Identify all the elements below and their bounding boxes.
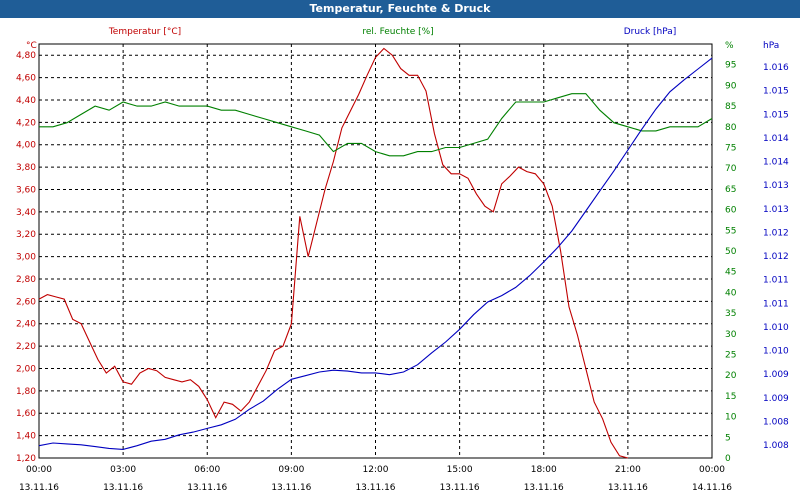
- chart-canvas: Temperatur [°C] rel. Feuchte [%] Druck […: [16, 27, 789, 493]
- x-tick-date: 13.11.16: [440, 483, 480, 493]
- press-tick-label: 1.011: [763, 299, 789, 309]
- hum-tick-label: 95: [725, 61, 736, 71]
- x-tick-date: 13.11.16: [355, 483, 395, 493]
- temp-tick-label: 4,20: [16, 118, 36, 128]
- press-tick-label: 1.012: [763, 252, 789, 262]
- x-tick-date: 13.11.16: [187, 483, 227, 493]
- hum-tick-label: 5: [725, 433, 731, 443]
- press-tick-label: 1.013: [763, 205, 789, 215]
- press-tick-label: 1.014: [763, 134, 789, 144]
- temp-tick-label: 2,20: [16, 342, 36, 352]
- x-tick-time: 00:00: [26, 465, 52, 475]
- hum-tick-label: 30: [725, 330, 737, 340]
- hum-tick-label: 45: [725, 268, 736, 278]
- x-tick-time: 03:00: [110, 465, 136, 475]
- press-tick-label: 1.010: [763, 347, 789, 357]
- temp-tick-label: 1,20: [16, 454, 36, 464]
- x-tick-date: 13.11.16: [608, 483, 648, 493]
- temp-unit-label: °C: [26, 41, 37, 51]
- x-tick-time: 06:00: [194, 465, 220, 475]
- press-tick-label: 1.015: [763, 110, 789, 120]
- x-tick-time: 18:00: [531, 465, 557, 475]
- hum-tick-label: 90: [725, 81, 737, 91]
- temp-tick-label: 3,40: [16, 208, 36, 218]
- press-tick-label: 1.010: [763, 323, 789, 333]
- hum-tick-label: 10: [725, 413, 737, 423]
- x-tick-date: 13.11.16: [19, 483, 59, 493]
- hum-axis-label: rel. Feuchte [%]: [362, 27, 433, 37]
- temp-tick-label: 1,60: [16, 409, 36, 419]
- hum-tick-label: 15: [725, 392, 736, 402]
- temp-tick-label: 3,00: [16, 253, 36, 263]
- temp-axis-label: Temperatur [°C]: [108, 27, 181, 37]
- x-tick-time: 09:00: [278, 465, 304, 475]
- hum-tick-label: 50: [725, 247, 737, 257]
- x-tick-date: 13.11.16: [271, 483, 311, 493]
- temp-tick-label: 2,80: [16, 275, 36, 285]
- hum-tick-label: 75: [725, 144, 736, 154]
- press-tick-label: 1.013: [763, 181, 789, 191]
- x-tick-date: 13.11.16: [103, 483, 143, 493]
- temp-tick-label: 4,00: [16, 141, 36, 151]
- hum-unit-label: %: [725, 41, 734, 51]
- press-tick-label: 1.009: [763, 370, 789, 380]
- hum-tick-label: 85: [725, 102, 736, 112]
- tick-labels: 00:00 13.11.16 03:00 13.11.16 06:00 13.11.16 0…: [16, 51, 789, 493]
- press-tick-label: 1.008: [763, 441, 789, 451]
- hum-tick-label: 40: [725, 288, 737, 298]
- series-line-hum: [39, 93, 713, 157]
- series-line-press: [38, 57, 713, 450]
- temp-tick-label: 3,60: [16, 185, 36, 195]
- chart-title: Temperatur, Feuchte & Druck: [0, 0, 800, 18]
- press-tick-label: 1.012: [763, 228, 789, 238]
- temp-tick-label: 3,20: [16, 230, 36, 240]
- press-unit-label: hPa: [763, 41, 779, 51]
- hum-tick-label: 35: [725, 309, 736, 319]
- grid-layer: [38, 43, 713, 459]
- series-lines: [38, 47, 713, 459]
- press-axis-label: Druck [hPa]: [624, 27, 677, 37]
- temp-tick-label: 2,60: [16, 297, 36, 307]
- press-tick-label: 1.015: [763, 87, 789, 97]
- temp-tick-label: 1,40: [16, 432, 36, 442]
- temp-tick-label: 3,80: [16, 163, 36, 173]
- press-tick-label: 1.011: [763, 276, 789, 286]
- x-tick-time: 00:00: [699, 465, 725, 475]
- hum-tick-label: 55: [725, 226, 736, 236]
- temp-tick-label: 4,40: [16, 96, 36, 106]
- hum-tick-label: 25: [725, 351, 736, 361]
- hum-tick-label: 65: [725, 185, 736, 195]
- x-tick-date: 14.11.16: [692, 483, 732, 493]
- hum-tick-label: 20: [725, 371, 737, 381]
- temp-tick-label: 2,40: [16, 320, 36, 330]
- hum-tick-label: 60: [725, 206, 737, 216]
- x-tick-time: 12:00: [363, 465, 389, 475]
- temp-tick-label: 1,80: [16, 387, 36, 397]
- temp-tick-label: 4,80: [16, 51, 36, 61]
- hum-tick-label: 0: [725, 454, 731, 464]
- hum-tick-label: 80: [725, 123, 737, 133]
- temp-tick-label: 4,60: [16, 74, 36, 84]
- x-tick-date: 13.11.16: [524, 483, 564, 493]
- press-tick-label: 1.016: [763, 63, 789, 73]
- press-tick-label: 1.009: [763, 394, 789, 404]
- x-tick-time: 21:00: [615, 465, 641, 475]
- hum-tick-label: 70: [725, 164, 737, 174]
- temp-tick-label: 2,00: [16, 364, 36, 374]
- x-tick-time: 15:00: [447, 465, 473, 475]
- press-tick-label: 1.014: [763, 158, 789, 168]
- series-line-temp: [38, 47, 629, 459]
- press-tick-label: 1.008: [763, 417, 789, 427]
